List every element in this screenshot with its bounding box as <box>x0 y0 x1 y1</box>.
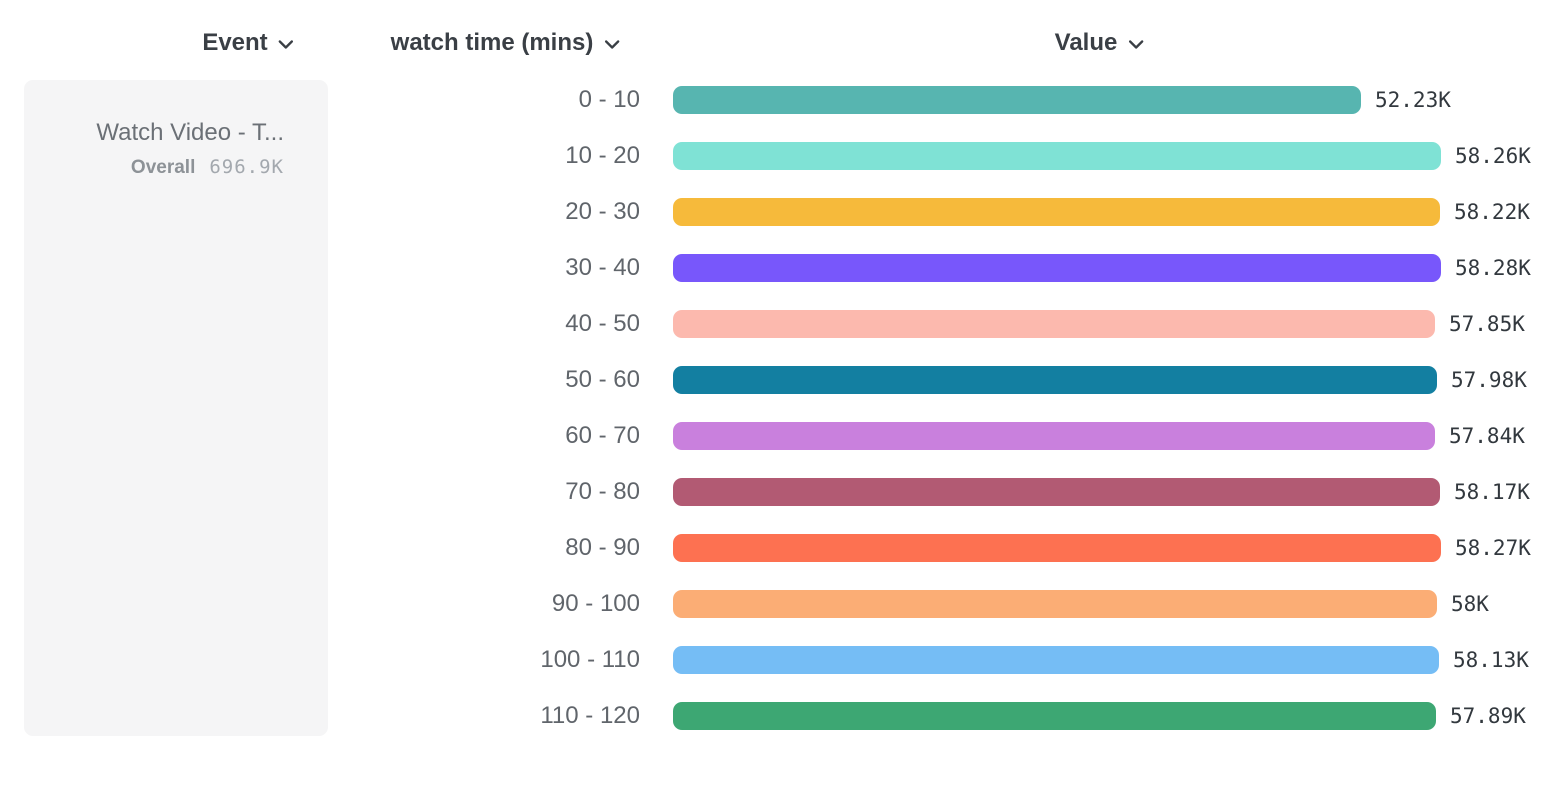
value-label: 57.85K <box>1449 312 1525 336</box>
event-card[interactable]: Watch Video - T... Overall 696.9K <box>24 80 328 736</box>
category-label: 60 - 70 <box>565 422 640 449</box>
chart-row: 0 - 10 52.23K <box>0 86 1568 114</box>
chart-row: 70 - 80 58.17K <box>0 478 1568 506</box>
category-label: 20 - 30 <box>565 198 640 225</box>
bar-chart: 0 - 10 52.23K 10 - 20 58.26K 20 - 30 58.… <box>0 86 1568 730</box>
value-label: 58K <box>1451 592 1489 616</box>
value-column-label: Value <box>1054 29 1118 56</box>
category-label: 0 - 10 <box>578 86 640 113</box>
category-label: 80 - 90 <box>565 534 640 561</box>
category-label: 50 - 60 <box>565 366 640 393</box>
bar[interactable] <box>673 590 1437 618</box>
chart-row: 60 - 70 57.84K <box>0 422 1568 450</box>
bar[interactable] <box>673 478 1440 506</box>
value-label: 52.23K <box>1375 88 1451 112</box>
chart-row: 40 - 50 57.85K <box>0 310 1568 338</box>
value-label: 58.26K <box>1455 144 1531 168</box>
breakdown-column-label: watch time (mins) <box>390 29 594 56</box>
bar[interactable] <box>673 422 1435 450</box>
breakdown-column-header[interactable]: watch time (mins) <box>391 26 620 60</box>
category-label: 100 - 110 <box>540 646 640 673</box>
event-overall: Overall 696.9K <box>24 156 284 179</box>
overall-label: Overall <box>130 157 196 178</box>
bar[interactable] <box>673 646 1439 674</box>
category-label: 40 - 50 <box>565 310 640 337</box>
chevron-down-icon <box>604 37 620 50</box>
category-label: 70 - 80 <box>565 478 640 505</box>
chart-row: 50 - 60 57.98K <box>0 366 1568 394</box>
value-label: 58.28K <box>1455 256 1531 280</box>
category-label: 30 - 40 <box>565 254 640 281</box>
category-label: 110 - 120 <box>540 702 640 729</box>
value-label: 58.17K <box>1454 480 1530 504</box>
value-label: 57.98K <box>1451 368 1527 392</box>
bar[interactable] <box>673 310 1435 338</box>
chevron-down-icon <box>1128 37 1144 50</box>
category-label: 90 - 100 <box>551 590 640 617</box>
chevron-down-icon <box>279 37 294 50</box>
event-column-header[interactable]: Event <box>202 26 294 60</box>
value-label: 58.27K <box>1455 536 1531 560</box>
bar[interactable] <box>673 86 1361 114</box>
value-column-header[interactable]: Value <box>1055 26 1144 60</box>
category-label: 10 - 20 <box>565 142 640 169</box>
chart-row: 10 - 20 58.26K <box>0 142 1568 170</box>
chart-row: 80 - 90 58.27K <box>0 534 1568 562</box>
bar[interactable] <box>673 534 1441 562</box>
event-column-label: Event <box>202 29 268 56</box>
bar[interactable] <box>673 366 1437 394</box>
chart-row: 20 - 30 58.22K <box>0 198 1568 226</box>
chart-row: 110 - 120 57.89K <box>0 702 1568 730</box>
chart-row: 90 - 100 58K <box>0 590 1568 618</box>
event-title: Watch Video - T... <box>96 119 284 146</box>
value-label: 58.13K <box>1453 648 1529 672</box>
value-label: 57.84K <box>1449 424 1525 448</box>
value-label: 58.22K <box>1454 200 1530 224</box>
bar[interactable] <box>673 142 1441 170</box>
chart-row: 30 - 40 58.28K <box>0 254 1568 282</box>
bar[interactable] <box>673 198 1440 226</box>
bar[interactable] <box>673 254 1441 282</box>
bar[interactable] <box>673 702 1436 730</box>
value-label: 57.89K <box>1450 704 1526 728</box>
chart-row: 100 - 110 58.13K <box>0 646 1568 674</box>
overall-value: 696.9K <box>209 156 284 178</box>
